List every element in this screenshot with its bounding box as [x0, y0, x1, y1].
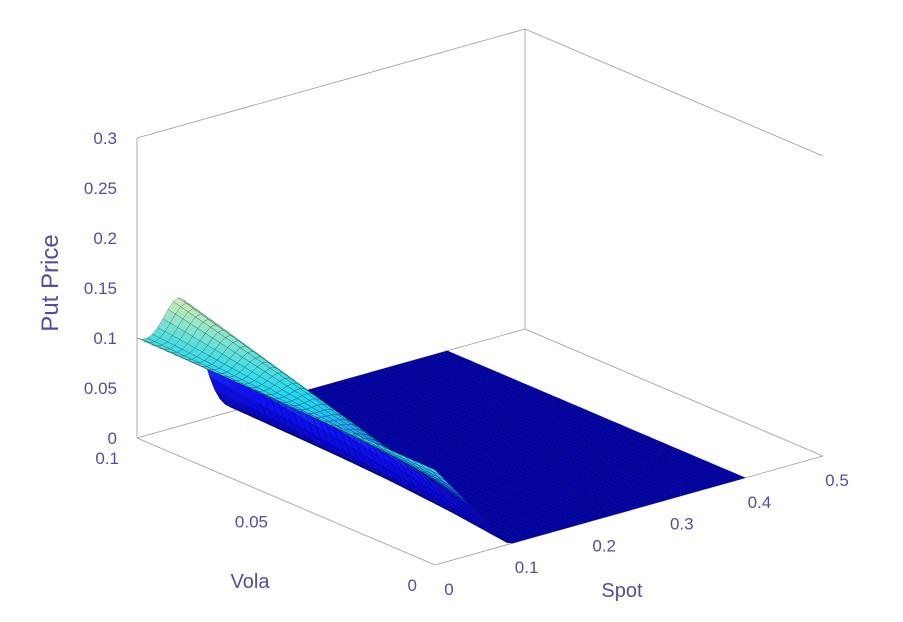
surface-patch: [732, 474, 746, 480]
box-edge: [136, 437, 436, 566]
x-tick-label: 0.4: [748, 493, 772, 512]
axis-ticks: 00.050.10.150.20.250.300.10.20.30.40.500…: [84, 129, 849, 599]
x-tick-label: 0.1: [515, 558, 539, 577]
x-tick-label: 0.3: [670, 515, 694, 534]
y-tick-label: 0.1: [95, 449, 119, 468]
z-tick-label: 0.15: [84, 279, 117, 298]
axes-box: [136, 28, 824, 566]
y-tick-label: 0: [408, 576, 417, 595]
z-tick-label: 0.25: [84, 179, 117, 198]
box-edge: [524, 328, 824, 457]
x-tick-label: 0: [444, 580, 453, 599]
z-tick-label: 0.2: [93, 229, 117, 248]
z-tick-label: 0.1: [93, 329, 117, 348]
x-tick-label: 0.5: [825, 471, 849, 490]
y-tick-label: 0.05: [235, 513, 268, 532]
z-axis-label: Put Price: [37, 234, 64, 331]
box-edge: [524, 28, 824, 157]
z-tick-label: 0.05: [84, 379, 117, 398]
z-tick-label: 0: [108, 429, 117, 448]
put-price-surface: [136, 297, 746, 544]
x-axis-label: Spot: [601, 580, 643, 602]
x-tick-label: 0.2: [592, 536, 616, 555]
box-edge: [136, 28, 526, 139]
z-tick-label: 0.3: [93, 129, 117, 148]
y-axis-label: Vola: [231, 571, 271, 593]
